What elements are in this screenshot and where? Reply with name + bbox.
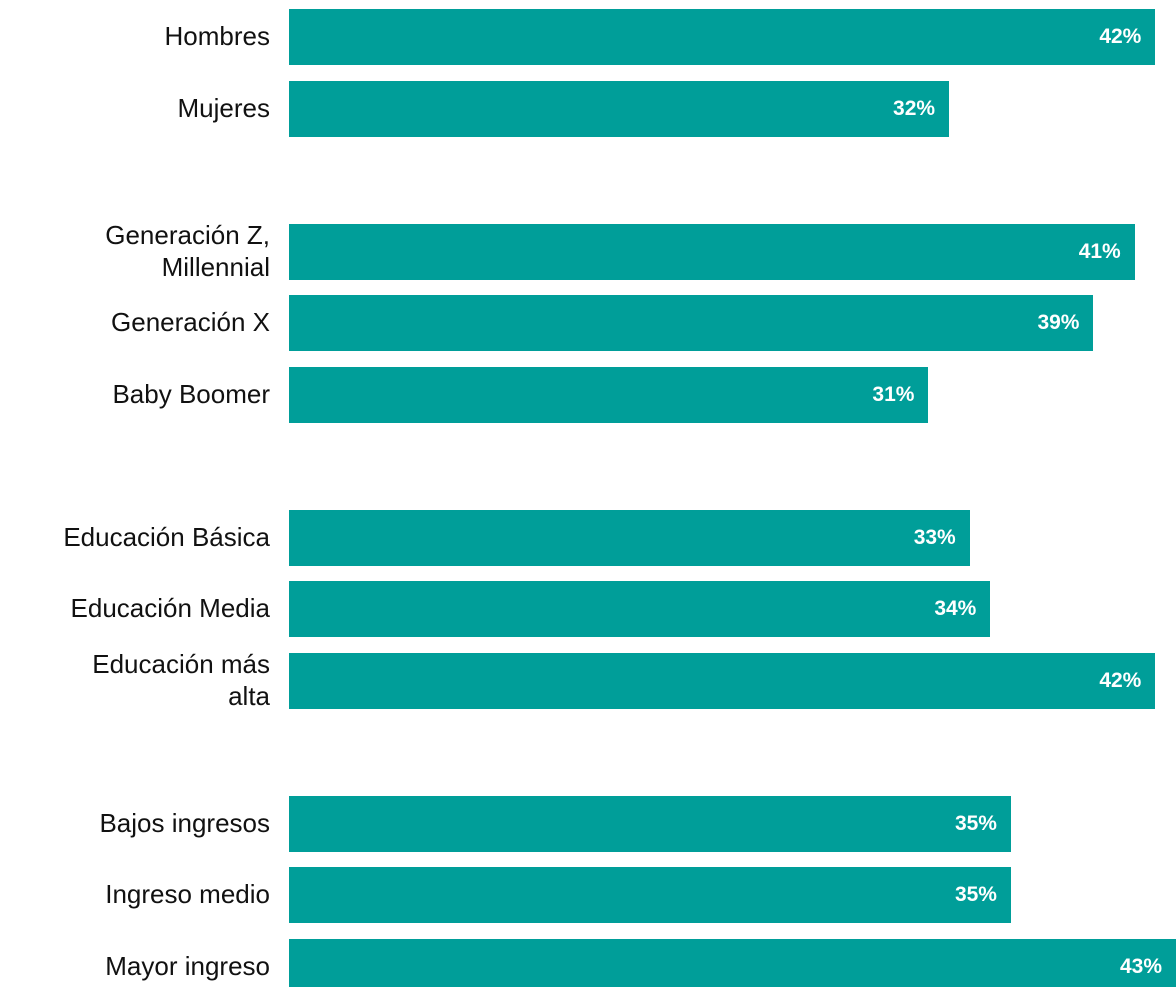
value-label: 41% [1078,239,1121,263]
value-label: 31% [872,382,915,406]
value-label: 39% [1037,311,1080,334]
value-label: 35% [954,811,997,835]
category-label: Mayor ingreso [105,950,270,981]
value-label: 34% [934,597,977,620]
category-label: Educación Básica [63,521,270,552]
value-label: 43% [1119,954,1162,978]
bar [289,295,1094,351]
bar [289,581,991,637]
bar [289,223,1135,280]
category-label: Generación X [111,307,270,338]
value-label: 35% [954,883,997,906]
category-label: Mujeres [177,92,270,123]
bar [289,867,1011,923]
category-label: Educación Media [70,593,270,624]
category-label: Hombres [164,21,270,52]
value-label: 33% [913,525,956,549]
category-label: Bajos ingresos [99,807,270,838]
bar [289,80,950,137]
value-label: 42% [1099,668,1142,692]
value-label: 42% [1099,25,1142,48]
category-label: Baby Boomer [112,378,270,409]
bar [289,366,929,423]
category-label: Educación más alta [92,649,270,711]
bar [289,795,1011,852]
bar [289,652,1156,709]
category-label: Ingreso medio [105,879,270,910]
bar [289,938,1176,987]
bar [289,9,1156,65]
bar [289,509,970,566]
value-label: 32% [893,96,936,120]
category-label: Generación Z, Millennial [105,220,270,282]
